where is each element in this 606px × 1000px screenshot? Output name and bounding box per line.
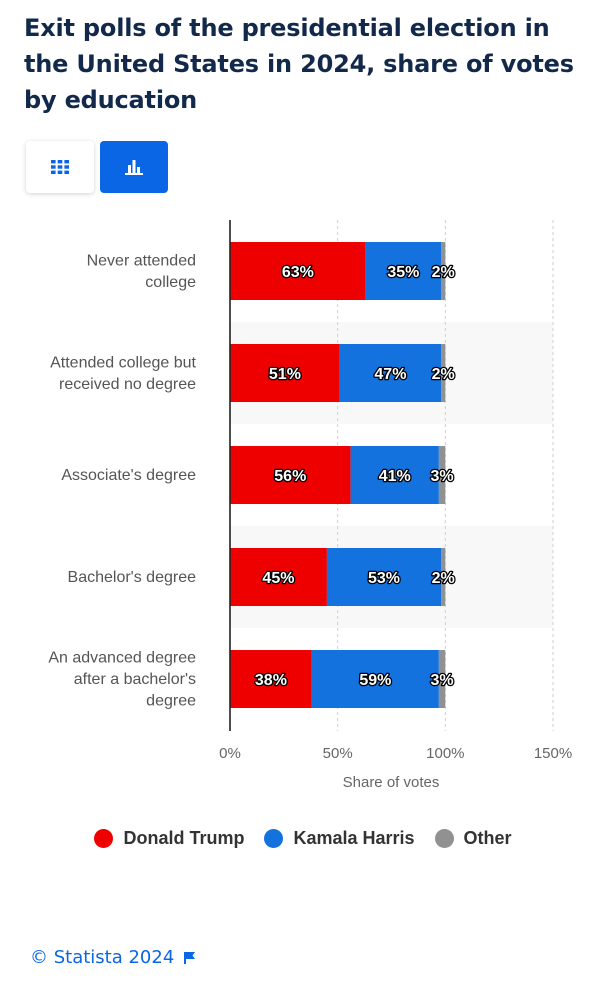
data-label: 2% [432, 570, 455, 587]
data-label: 3% [431, 468, 454, 485]
bar-chart-icon [125, 160, 143, 175]
legend-label-trump: Donald Trump [123, 828, 245, 848]
chart-title: Exit polls of the presidential election … [24, 14, 574, 114]
category-label: Attended college but [50, 354, 196, 371]
legend: Donald Trump Kamala Harris Other [0, 828, 606, 849]
bar [441, 242, 446, 300]
legend-item-trump[interactable]: Donald Trump [94, 828, 244, 849]
bar [230, 242, 366, 300]
category-label: Bachelor's degree [68, 569, 197, 586]
bar [365, 242, 442, 300]
bar [438, 446, 446, 504]
category-label: Associate's degree [61, 467, 196, 484]
x-tick-label: 50% [323, 745, 353, 762]
x-tick-label: 0% [219, 745, 241, 762]
flag-icon[interactable] [184, 951, 196, 965]
data-label: 35% [387, 264, 419, 281]
legend-marker-other [434, 829, 454, 848]
bar [230, 548, 327, 606]
bar [350, 446, 439, 504]
statista-credit-link[interactable]: © Statista 2024 [30, 947, 175, 968]
bar [339, 344, 442, 402]
bar [311, 650, 439, 708]
bar [441, 548, 446, 606]
data-label: 45% [262, 570, 294, 587]
data-label: 63% [282, 264, 314, 281]
x-axis-title: Share of votes [343, 774, 440, 791]
data-label: 2% [432, 366, 455, 383]
legend-item-other[interactable]: Other [434, 828, 512, 849]
category-label: Never attended [87, 252, 196, 269]
bar [230, 344, 340, 402]
data-label: 3% [431, 672, 454, 689]
data-label: 2% [432, 264, 455, 281]
credit: © Statista 2024 [30, 947, 196, 968]
data-label: 41% [379, 468, 411, 485]
data-label: 38% [255, 672, 287, 689]
bar [326, 548, 442, 606]
legend-label-harris: Kamala Harris [293, 828, 415, 848]
legend-item-harris[interactable]: Kamala Harris [264, 828, 415, 849]
bar [438, 650, 446, 708]
data-label: 53% [368, 570, 400, 587]
category-label: An advanced degree [48, 650, 196, 667]
data-label: 47% [374, 366, 406, 383]
legend-marker-trump [94, 829, 114, 848]
category-label: degree [146, 693, 196, 710]
legend-label-other: Other [463, 828, 512, 848]
bar [230, 650, 312, 708]
category-label: received no degree [59, 376, 196, 393]
table-view-button[interactable] [26, 141, 94, 193]
legend-marker-harris [264, 829, 284, 848]
data-label: 51% [269, 366, 301, 383]
bar [230, 446, 351, 504]
category-label: after a bachelor's [74, 671, 196, 688]
bar [441, 344, 446, 402]
x-tick-label: 150% [534, 745, 572, 762]
chart-view-button[interactable] [100, 141, 168, 193]
category-label: college [145, 274, 196, 291]
data-label: 56% [274, 468, 306, 485]
data-label: 59% [359, 672, 391, 689]
grid-icon [51, 160, 69, 174]
bar-chart: 63% 35% 2% Never attended college 51% 47% 2% Att… [48, 220, 572, 791]
x-tick-label: 100% [426, 745, 464, 762]
